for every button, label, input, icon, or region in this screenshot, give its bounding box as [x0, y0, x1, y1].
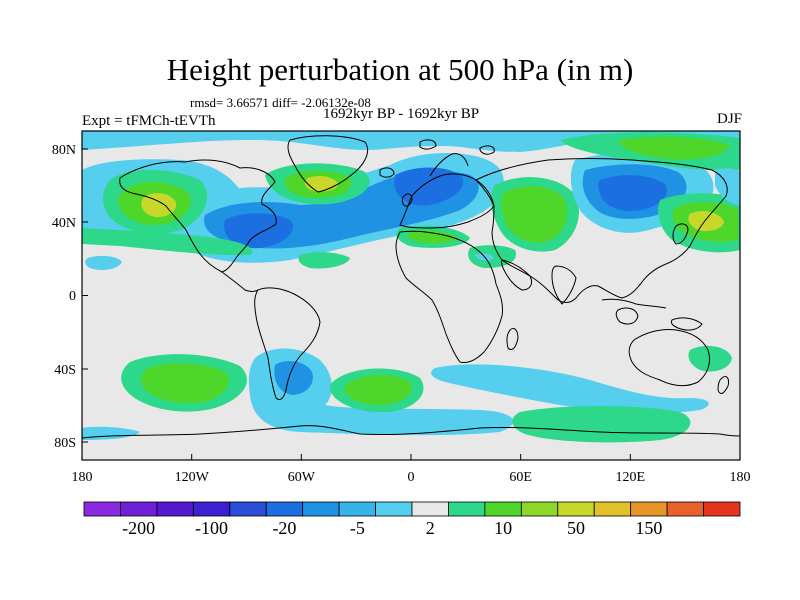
colorbar-label: -200	[122, 518, 155, 538]
colorbar-swatch	[593, 501, 632, 517]
coast-british-isles	[401, 193, 413, 207]
colorbar-label: 150	[635, 518, 662, 538]
lat-tick-40s: 40S	[54, 363, 76, 378]
contour-aus-positive	[688, 345, 732, 372]
colorbar-swatch	[229, 501, 267, 517]
coast-south-america	[254, 287, 321, 401]
contour-subantarctic-positive	[512, 406, 691, 443]
colorbar-swatch	[484, 501, 522, 517]
contour-natl-subtrop-positive	[82, 228, 253, 256]
coast-australia	[628, 329, 711, 387]
coast-antarctica	[82, 425, 740, 439]
coast-central-america	[221, 271, 259, 292]
lat-tick-0: 0	[69, 289, 76, 304]
lat-tick-80s: 80S	[54, 436, 76, 451]
colorbar-swatch	[120, 501, 158, 517]
coast-north-america	[119, 159, 277, 273]
lon-tick-180w: 180	[72, 470, 93, 485]
colorbar-swatch	[338, 501, 376, 517]
colorbar-swatch	[83, 501, 121, 517]
contour-africa-mid	[407, 230, 458, 244]
coastlines	[82, 135, 740, 439]
contour-spac-mid	[140, 363, 229, 404]
colorbar-labels: -200 -100 -20 -5 2 10 50 150	[122, 518, 662, 538]
lon-tick-120e: 120E	[616, 470, 646, 485]
season-label: DJF	[716, 111, 742, 127]
colorbar-swatch	[703, 501, 741, 517]
lat-tick-80n: 80N	[52, 143, 76, 158]
coast-india	[551, 265, 577, 305]
colorbar-label: -20	[272, 518, 296, 538]
colorbar-swatch	[156, 501, 194, 517]
colorbar-label: -5	[350, 518, 365, 538]
contour-alaska-strong	[141, 193, 177, 218]
colorbar-swatch	[411, 501, 449, 517]
contour-indian-negative	[431, 364, 709, 413]
contour-tropical-negative	[85, 255, 122, 270]
contour-easia-dark	[598, 175, 668, 212]
coast-greenland	[287, 135, 369, 193]
colorbar-swatch	[630, 501, 668, 517]
colorbar-label: -100	[195, 518, 228, 538]
contour-greenland-strong	[305, 176, 338, 192]
lat-tick-40n: 40N	[52, 216, 76, 231]
coast-new-zealand	[717, 375, 729, 394]
tick-marks	[81, 148, 741, 460]
coast-europe	[399, 173, 495, 229]
contour-asia-mid	[501, 186, 568, 243]
colorbar-label: 50	[567, 518, 585, 538]
colorbar-swatch	[520, 501, 559, 517]
coast-madagascar	[506, 327, 519, 351]
colorbar-swatch	[666, 501, 704, 517]
contour-tropical-positive	[298, 252, 350, 269]
coast-iceland	[379, 167, 395, 178]
lon-tick-60w: 60W	[288, 470, 316, 485]
colorbar-label: 10	[494, 518, 512, 538]
stats-text: rmsd= 3.66571 diff= -2.06132e-08	[190, 95, 371, 110]
period-label: 1692kyr BP - 1692kyr BP	[323, 106, 480, 122]
colorbar-swatch	[302, 501, 340, 517]
coast-new-guinea	[670, 317, 703, 331]
contour-dateline-negative	[715, 168, 740, 205]
contour-npac-east-strong	[688, 211, 724, 232]
colorbar	[83, 501, 741, 517]
colorbar-swatch	[375, 501, 413, 517]
coast-arctic-islands	[419, 139, 437, 150]
coast-arabia	[501, 259, 533, 291]
lon-tick-60e: 60E	[509, 470, 532, 485]
lon-tick-120w: 120W	[175, 470, 210, 485]
contour-samerica-mid	[274, 360, 313, 395]
colorbar-swatch	[557, 501, 595, 517]
plot-title: Height perturbation at 500 hPa (in m)	[166, 52, 634, 87]
colorbar-swatch	[265, 501, 304, 517]
coast-borneo	[615, 307, 639, 325]
coast-se-asia-islands	[601, 298, 667, 309]
contour-arctic-negative	[82, 131, 740, 152]
coast-japan	[672, 223, 689, 245]
coast-novaya-zemlya	[479, 145, 495, 155]
coast-scandinavia	[429, 153, 469, 177]
colorbar-swatch	[192, 501, 231, 517]
coast-africa	[395, 230, 503, 363]
colorbar-swatch	[448, 501, 486, 517]
contour-siberia-mid	[619, 136, 730, 160]
contour-samerica-negative	[248, 348, 514, 436]
lon-tick-0: 0	[408, 470, 415, 485]
experiment-label: Expt = tFMCh-tEVTh	[82, 113, 216, 129]
contour-satl-mid	[344, 374, 412, 406]
lon-tick-180e: 180	[730, 470, 751, 485]
colorbar-label: 2	[426, 518, 435, 538]
